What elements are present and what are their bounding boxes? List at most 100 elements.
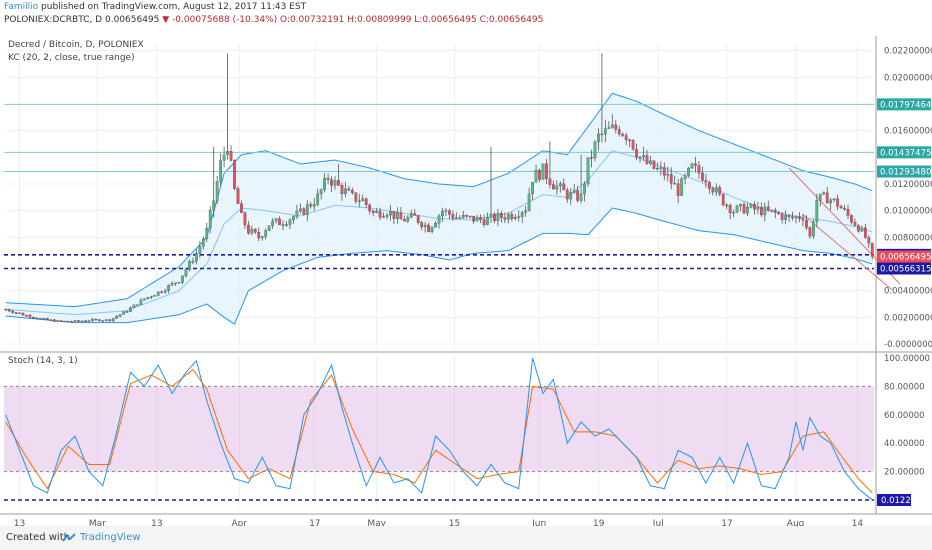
candle-body (839, 206, 843, 209)
stoch-y-tick-label: 60.00000 (884, 411, 925, 421)
candle-body (604, 128, 607, 135)
candle-body (475, 216, 479, 222)
candle-body (662, 167, 666, 176)
candle-body (552, 184, 555, 190)
candle-body (506, 214, 510, 220)
price-axis-label: 0.00566315 (880, 264, 931, 274)
candle-body (406, 217, 410, 222)
price-axis-label-box (877, 146, 931, 159)
candle-body (104, 319, 108, 321)
candle-body (857, 225, 860, 232)
candle-body (330, 179, 333, 186)
candle-body (167, 285, 171, 291)
candle-body (853, 222, 857, 226)
stoch-value-label: 0.0122 (881, 496, 911, 506)
candle-body (652, 160, 656, 169)
price-change: ▼ -0.00075688 (-10.34%) (162, 15, 278, 25)
candle-body (701, 172, 704, 181)
stoch-y-tick-label: 40.00000 (884, 439, 925, 449)
author-link[interactable]: Famillio (4, 2, 39, 12)
x-tick-label: Aug (787, 519, 805, 526)
candle-body (479, 216, 482, 220)
candle-body (32, 317, 35, 319)
candle-body (399, 212, 403, 220)
candle-body (780, 213, 784, 220)
candle-body (21, 313, 25, 316)
candle-body (649, 160, 652, 164)
candle-body (659, 167, 663, 169)
candle-body (541, 163, 545, 180)
x-tick-label: 19 (593, 519, 605, 526)
candle-body (482, 219, 486, 225)
chart-canvas[interactable]: 13 Mar 13 Apr 17 May 15 Jun 19 Jul 17 Aug 14 0.022000… (0, 36, 932, 529)
keltner-legend: KC (20, 2, close, true range) (8, 53, 135, 63)
candle-body (246, 224, 250, 234)
candle-body (28, 315, 32, 318)
candle-body (205, 227, 209, 240)
candle-body (846, 209, 850, 216)
candle-body (396, 212, 399, 219)
candle-body (572, 190, 576, 193)
candle-body (666, 174, 670, 176)
candle-body (832, 198, 836, 201)
candle-body (468, 215, 472, 218)
last-price: 0.00656495 (104, 15, 160, 25)
x-tick-label: 17 (721, 519, 732, 526)
candle-body (555, 185, 559, 190)
stoch-legend: Stoch (14, 3, 1) (8, 356, 78, 366)
candle-body (610, 124, 614, 128)
candle-body (208, 210, 212, 229)
candle-body (656, 167, 659, 170)
candle-body (746, 206, 749, 214)
candle-body (420, 222, 424, 228)
candle-body (364, 198, 368, 206)
candle-body (690, 163, 694, 169)
x-tick-label: Jun (531, 519, 546, 526)
tradingview-brand[interactable]: TradingView (80, 532, 141, 543)
candle-body (718, 187, 722, 195)
published-text: published on TradingView.com, August 12,… (41, 2, 307, 12)
price-axis-label: 0.01437475 (880, 148, 931, 158)
candle-body (818, 193, 822, 201)
candle-body (707, 182, 711, 189)
candle-body (798, 216, 801, 219)
keltner-upper-line (5, 92, 873, 308)
candle-body (375, 210, 378, 213)
candle-body (260, 236, 264, 239)
candle-body (11, 310, 15, 313)
candle-body (274, 218, 278, 222)
candle-body (454, 217, 458, 219)
candle-body (503, 217, 507, 220)
candle-body (319, 189, 323, 195)
candle-body (465, 215, 469, 217)
candle-body (850, 215, 853, 223)
candle-body (805, 219, 808, 228)
candle-body (607, 127, 611, 129)
candle-body (181, 275, 184, 283)
candle-body (229, 151, 233, 161)
chart-frame[interactable]: 13 Mar 13 Apr 17 May 15 Jun 19 Jul 17 Aug 14 0.022000… (0, 36, 932, 529)
candle-body (614, 124, 618, 130)
x-tick-label: 13 (151, 519, 162, 526)
candle-body (240, 203, 243, 213)
candle-body (721, 194, 725, 206)
price-axis-label-box (877, 165, 931, 178)
candle-body (347, 188, 351, 191)
price-axis-label-box (877, 250, 931, 263)
candle-body (753, 203, 756, 210)
price-axis-label-box (877, 262, 931, 275)
candle-body (486, 217, 489, 225)
candle-body (253, 229, 257, 233)
candle-body (278, 218, 281, 225)
candle-body (635, 149, 638, 158)
candle-body (437, 215, 441, 224)
y-tick-label: 0.00200000 (884, 313, 932, 323)
candle-body (680, 178, 683, 196)
candle-body (63, 320, 67, 323)
candle-body (25, 315, 28, 317)
candle-body (389, 211, 392, 216)
candle-body (94, 318, 98, 321)
candle-body (870, 242, 874, 257)
candle-body (787, 215, 791, 217)
ohlc-line: POLONIEX:DCRBTC, D 0.00656495 ▼ -0.00075… (4, 14, 543, 27)
